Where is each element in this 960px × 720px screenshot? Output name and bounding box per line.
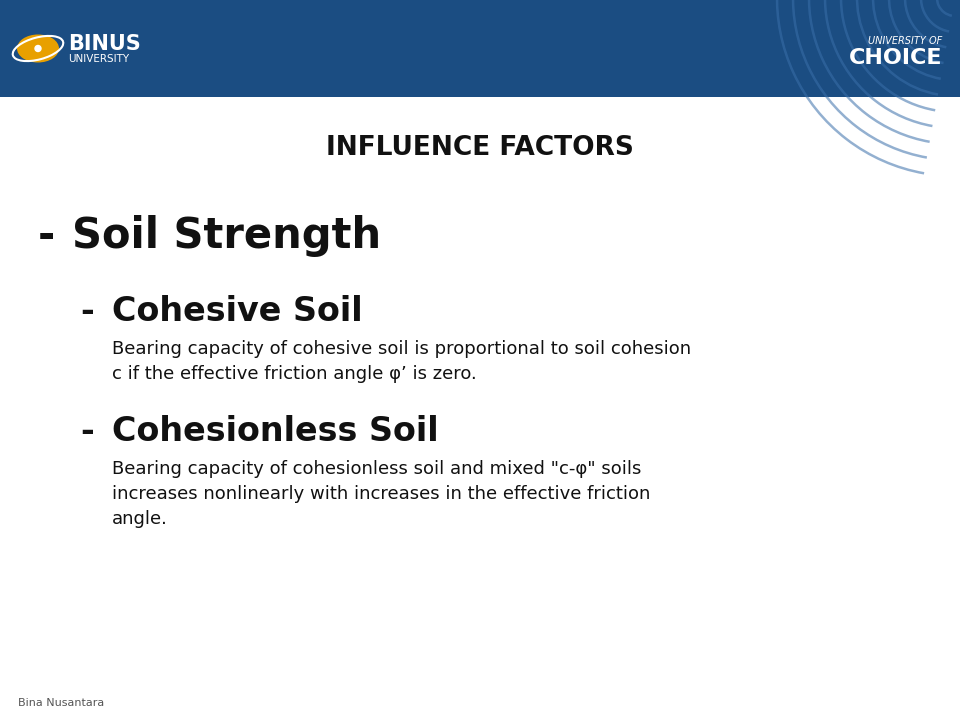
Text: Bina Nusantara: Bina Nusantara xyxy=(18,698,105,708)
Text: Bearing capacity of cohesive soil is proportional to soil cohesion
c if the effe: Bearing capacity of cohesive soil is pro… xyxy=(112,340,691,383)
Text: -: - xyxy=(38,215,56,257)
Text: CHOICE: CHOICE xyxy=(849,48,942,68)
Text: Cohesive Soil: Cohesive Soil xyxy=(112,295,363,328)
Text: BINUS: BINUS xyxy=(68,34,141,53)
Circle shape xyxy=(35,45,41,52)
Text: UNIVERSITY OF: UNIVERSITY OF xyxy=(868,35,942,45)
Text: Cohesionless Soil: Cohesionless Soil xyxy=(112,415,439,448)
Text: Bearing capacity of cohesionless soil and mixed "c-φ" soils
increases nonlinearl: Bearing capacity of cohesionless soil an… xyxy=(112,460,650,528)
Ellipse shape xyxy=(17,35,59,63)
FancyBboxPatch shape xyxy=(0,0,960,97)
Text: Soil Strength: Soil Strength xyxy=(72,215,381,257)
Text: UNIVERSITY: UNIVERSITY xyxy=(68,53,130,63)
Text: -: - xyxy=(80,415,94,448)
Text: INFLUENCE FACTORS: INFLUENCE FACTORS xyxy=(326,135,634,161)
Text: -: - xyxy=(80,295,94,328)
